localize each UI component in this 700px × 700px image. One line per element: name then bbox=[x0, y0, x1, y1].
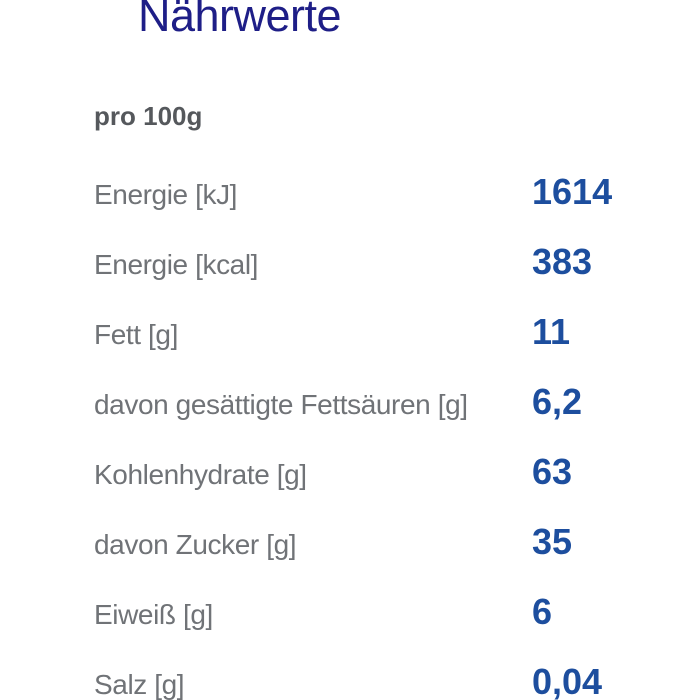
nutrient-label: Kohlenhydrate [g] bbox=[94, 459, 307, 490]
nutrition-row: Salz [g] 0,04 bbox=[94, 647, 654, 700]
nutrient-value: 11 bbox=[532, 311, 571, 352]
nutrition-row: Fett [g] 11 bbox=[94, 297, 654, 367]
nutrient-label: Energie [kJ] bbox=[94, 179, 238, 210]
nutrient-value: 6,2 bbox=[532, 381, 583, 422]
nutrition-table: Energie [kJ] 1614 Energie [kcal] 383 Fett … bbox=[94, 157, 654, 700]
nutrition-row: Kohlenhydrate [g] 63 bbox=[94, 437, 654, 507]
nutrition-row: Eiweiß [g] 6 bbox=[94, 577, 654, 647]
nutrition-row: Energie [kcal] 383 bbox=[94, 227, 654, 297]
nutrition-row: davon Zucker [g] 35 bbox=[94, 507, 654, 577]
nutrient-value: 63 bbox=[532, 451, 573, 492]
nutrient-value: 0,04 bbox=[532, 661, 603, 700]
nutrient-label: Fett [g] bbox=[94, 319, 178, 350]
nutrient-label: Eiweiß [g] bbox=[94, 599, 213, 630]
nutrient-value: 1614 bbox=[532, 171, 613, 212]
per-100g-label: pro 100g bbox=[94, 101, 203, 131]
nutrition-row: davon gesättigte Fettsäuren [g] 6,2 bbox=[94, 367, 654, 437]
nutrient-value: 6 bbox=[532, 591, 553, 632]
nutrient-value: 383 bbox=[532, 241, 593, 282]
nutrient-label: davon Zucker [g] bbox=[94, 529, 297, 560]
nutrient-label: davon gesättigte Fettsäuren [g] bbox=[94, 389, 468, 420]
nutrient-label: Energie [kcal] bbox=[94, 249, 259, 280]
page-title: Nährwerte bbox=[138, 0, 342, 41]
nutrient-label: Salz [g] bbox=[94, 669, 185, 700]
nutrient-value: 35 bbox=[532, 521, 573, 562]
nutrition-row: Energie [kJ] 1614 bbox=[94, 157, 654, 227]
